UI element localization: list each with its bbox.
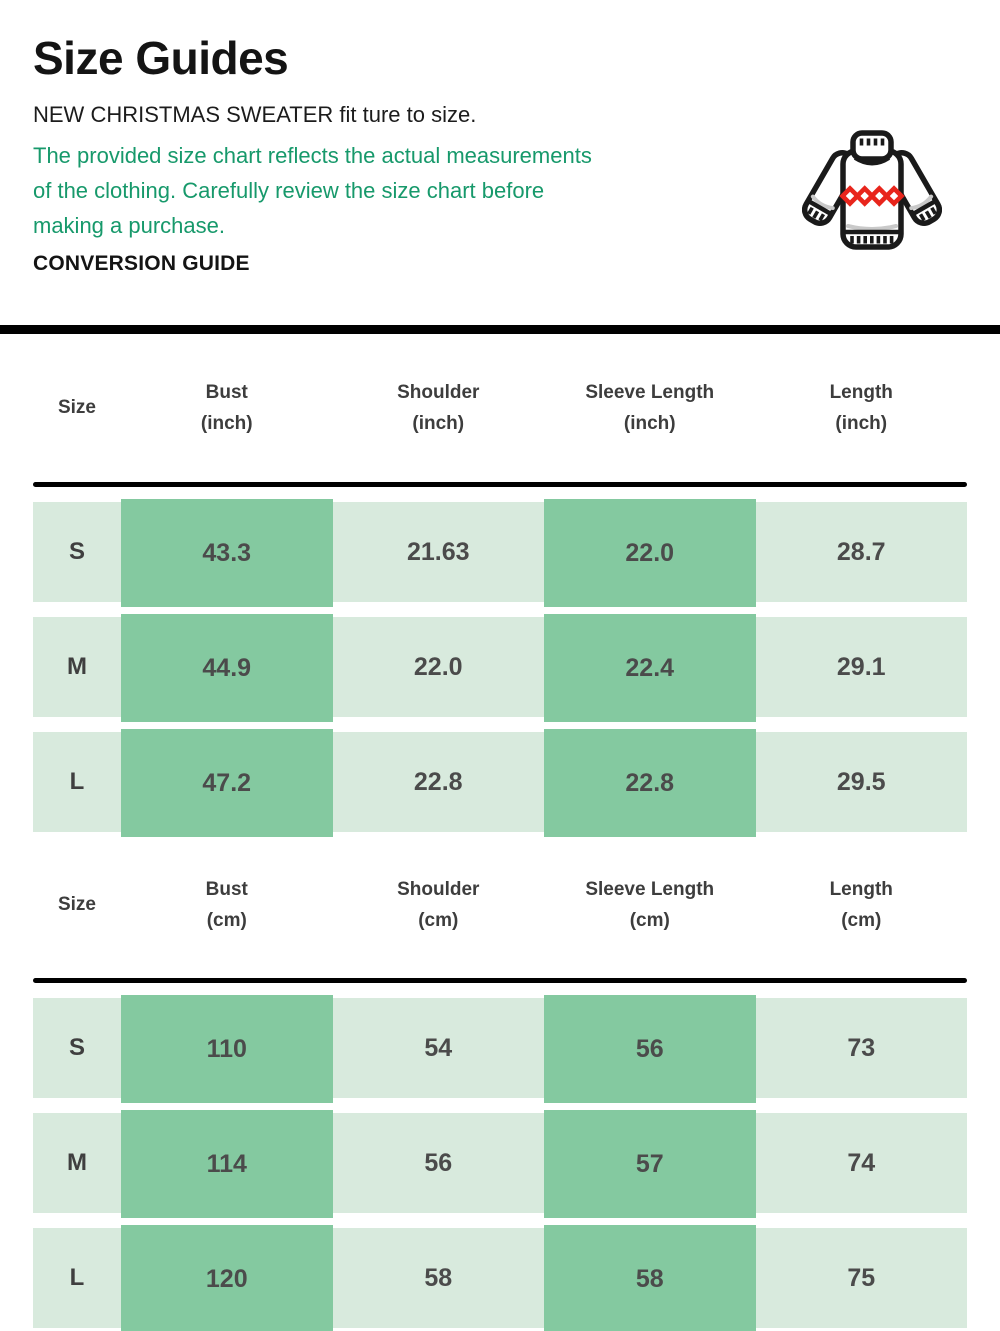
table-row-m: M 44.9 22.0 22.4 29.1 (33, 614, 967, 722)
table-row-m: M 114 56 57 74 (33, 1110, 967, 1218)
length-cell: 29.1 (755, 617, 967, 717)
sleeve-length-cell: 22.0 (544, 499, 756, 607)
shoulder-cell: 54 (332, 998, 544, 1098)
sleeve-length-cell: 58 (544, 1225, 756, 1331)
size-table-inch: Size Bust (inch) Shoulder (inch) Sleeve … (0, 334, 1000, 837)
header-cell-size: Size (57, 397, 97, 418)
table-body: S 43.3 21.63 22.0 28.7 M 44.9 22.0 22.4 … (33, 499, 967, 837)
header-cell-sleeve-length: Sleeve Length (cm) (585, 878, 715, 931)
shoulder-cell: 58 (332, 1228, 544, 1328)
bust-cell: 43.3 (121, 499, 333, 607)
size-cell: S (33, 502, 121, 602)
table-row-l: L 47.2 22.8 22.8 29.5 (33, 729, 967, 837)
thick-divider (0, 325, 1000, 334)
header-cell-sleeve-length: Sleeve Length (inch) (585, 381, 715, 434)
table-header-row: Size Bust (inch) Shoulder (inch) Sleeve … (33, 334, 967, 482)
length-cell: 28.7 (755, 502, 967, 602)
header-cell-shoulder: Shoulder (inch) (397, 381, 480, 434)
sleeve-length-cell: 57 (544, 1110, 756, 1218)
header-cell-size: Size (57, 894, 97, 915)
size-chart-note: The provided size chart reflects the act… (33, 138, 1000, 243)
length-cell: 74 (755, 1113, 967, 1213)
shoulder-cell: 22.0 (332, 617, 544, 717)
conversion-guide-label: CONVERSION GUIDE (33, 252, 250, 276)
length-cell: 29.5 (755, 732, 967, 832)
size-cell: M (33, 1113, 121, 1213)
sleeve-length-cell: 56 (544, 995, 756, 1103)
table-row-s: S 43.3 21.63 22.0 28.7 (33, 499, 967, 607)
header-cell-bust: Bust (inch) (200, 381, 253, 434)
sweater-icon (802, 130, 942, 250)
header-cell-length: Length (inch) (829, 381, 893, 434)
note-line: The provided size chart reflects the act… (33, 143, 592, 169)
size-cell: L (33, 1228, 121, 1328)
thin-divider (33, 482, 967, 487)
fit-description: NEW CHRISTMAS SWEATER fit ture to size. (33, 102, 477, 128)
shoulder-cell: 21.63 (332, 502, 544, 602)
length-cell: 75 (755, 1228, 967, 1328)
bust-cell: 120 (121, 1225, 333, 1331)
bust-cell: 47.2 (121, 729, 333, 837)
sleeve-length-cell: 22.8 (544, 729, 756, 837)
size-cell: M (33, 617, 121, 717)
size-table-cm: Size Bust (cm) Shoulder (cm) Sleeve Leng… (0, 832, 1000, 1331)
header-cell-length: Length (cm) (829, 878, 893, 931)
header-section: Size Guides NEW CHRISTMAS SWEATER fit tu… (0, 34, 1000, 325)
bust-cell: 110 (121, 995, 333, 1103)
shoulder-cell: 56 (332, 1113, 544, 1213)
note-line: of the clothing. Carefully review the si… (33, 178, 545, 204)
table-row-l: L 120 58 58 75 (33, 1225, 967, 1331)
page-title: Size Guides (33, 32, 289, 84)
header-cell-shoulder: Shoulder (cm) (397, 878, 480, 931)
header-cell-bust: Bust (cm) (205, 878, 248, 931)
table-row-s: S 110 54 56 73 (33, 995, 967, 1103)
size-cell: L (33, 732, 121, 832)
length-cell: 73 (755, 998, 967, 1098)
thin-divider (33, 978, 967, 983)
shoulder-cell: 22.8 (332, 732, 544, 832)
note-line: making a purchase. (33, 213, 225, 239)
size-cell: S (33, 998, 121, 1098)
bust-cell: 114 (121, 1110, 333, 1218)
bust-cell: 44.9 (121, 614, 333, 722)
table-header-row: Size Bust (cm) Shoulder (cm) Sleeve Leng… (33, 832, 967, 978)
sleeve-length-cell: 22.4 (544, 614, 756, 722)
table-body: S 110 54 56 73 M 114 56 57 74 L 120 58 5… (33, 995, 967, 1331)
